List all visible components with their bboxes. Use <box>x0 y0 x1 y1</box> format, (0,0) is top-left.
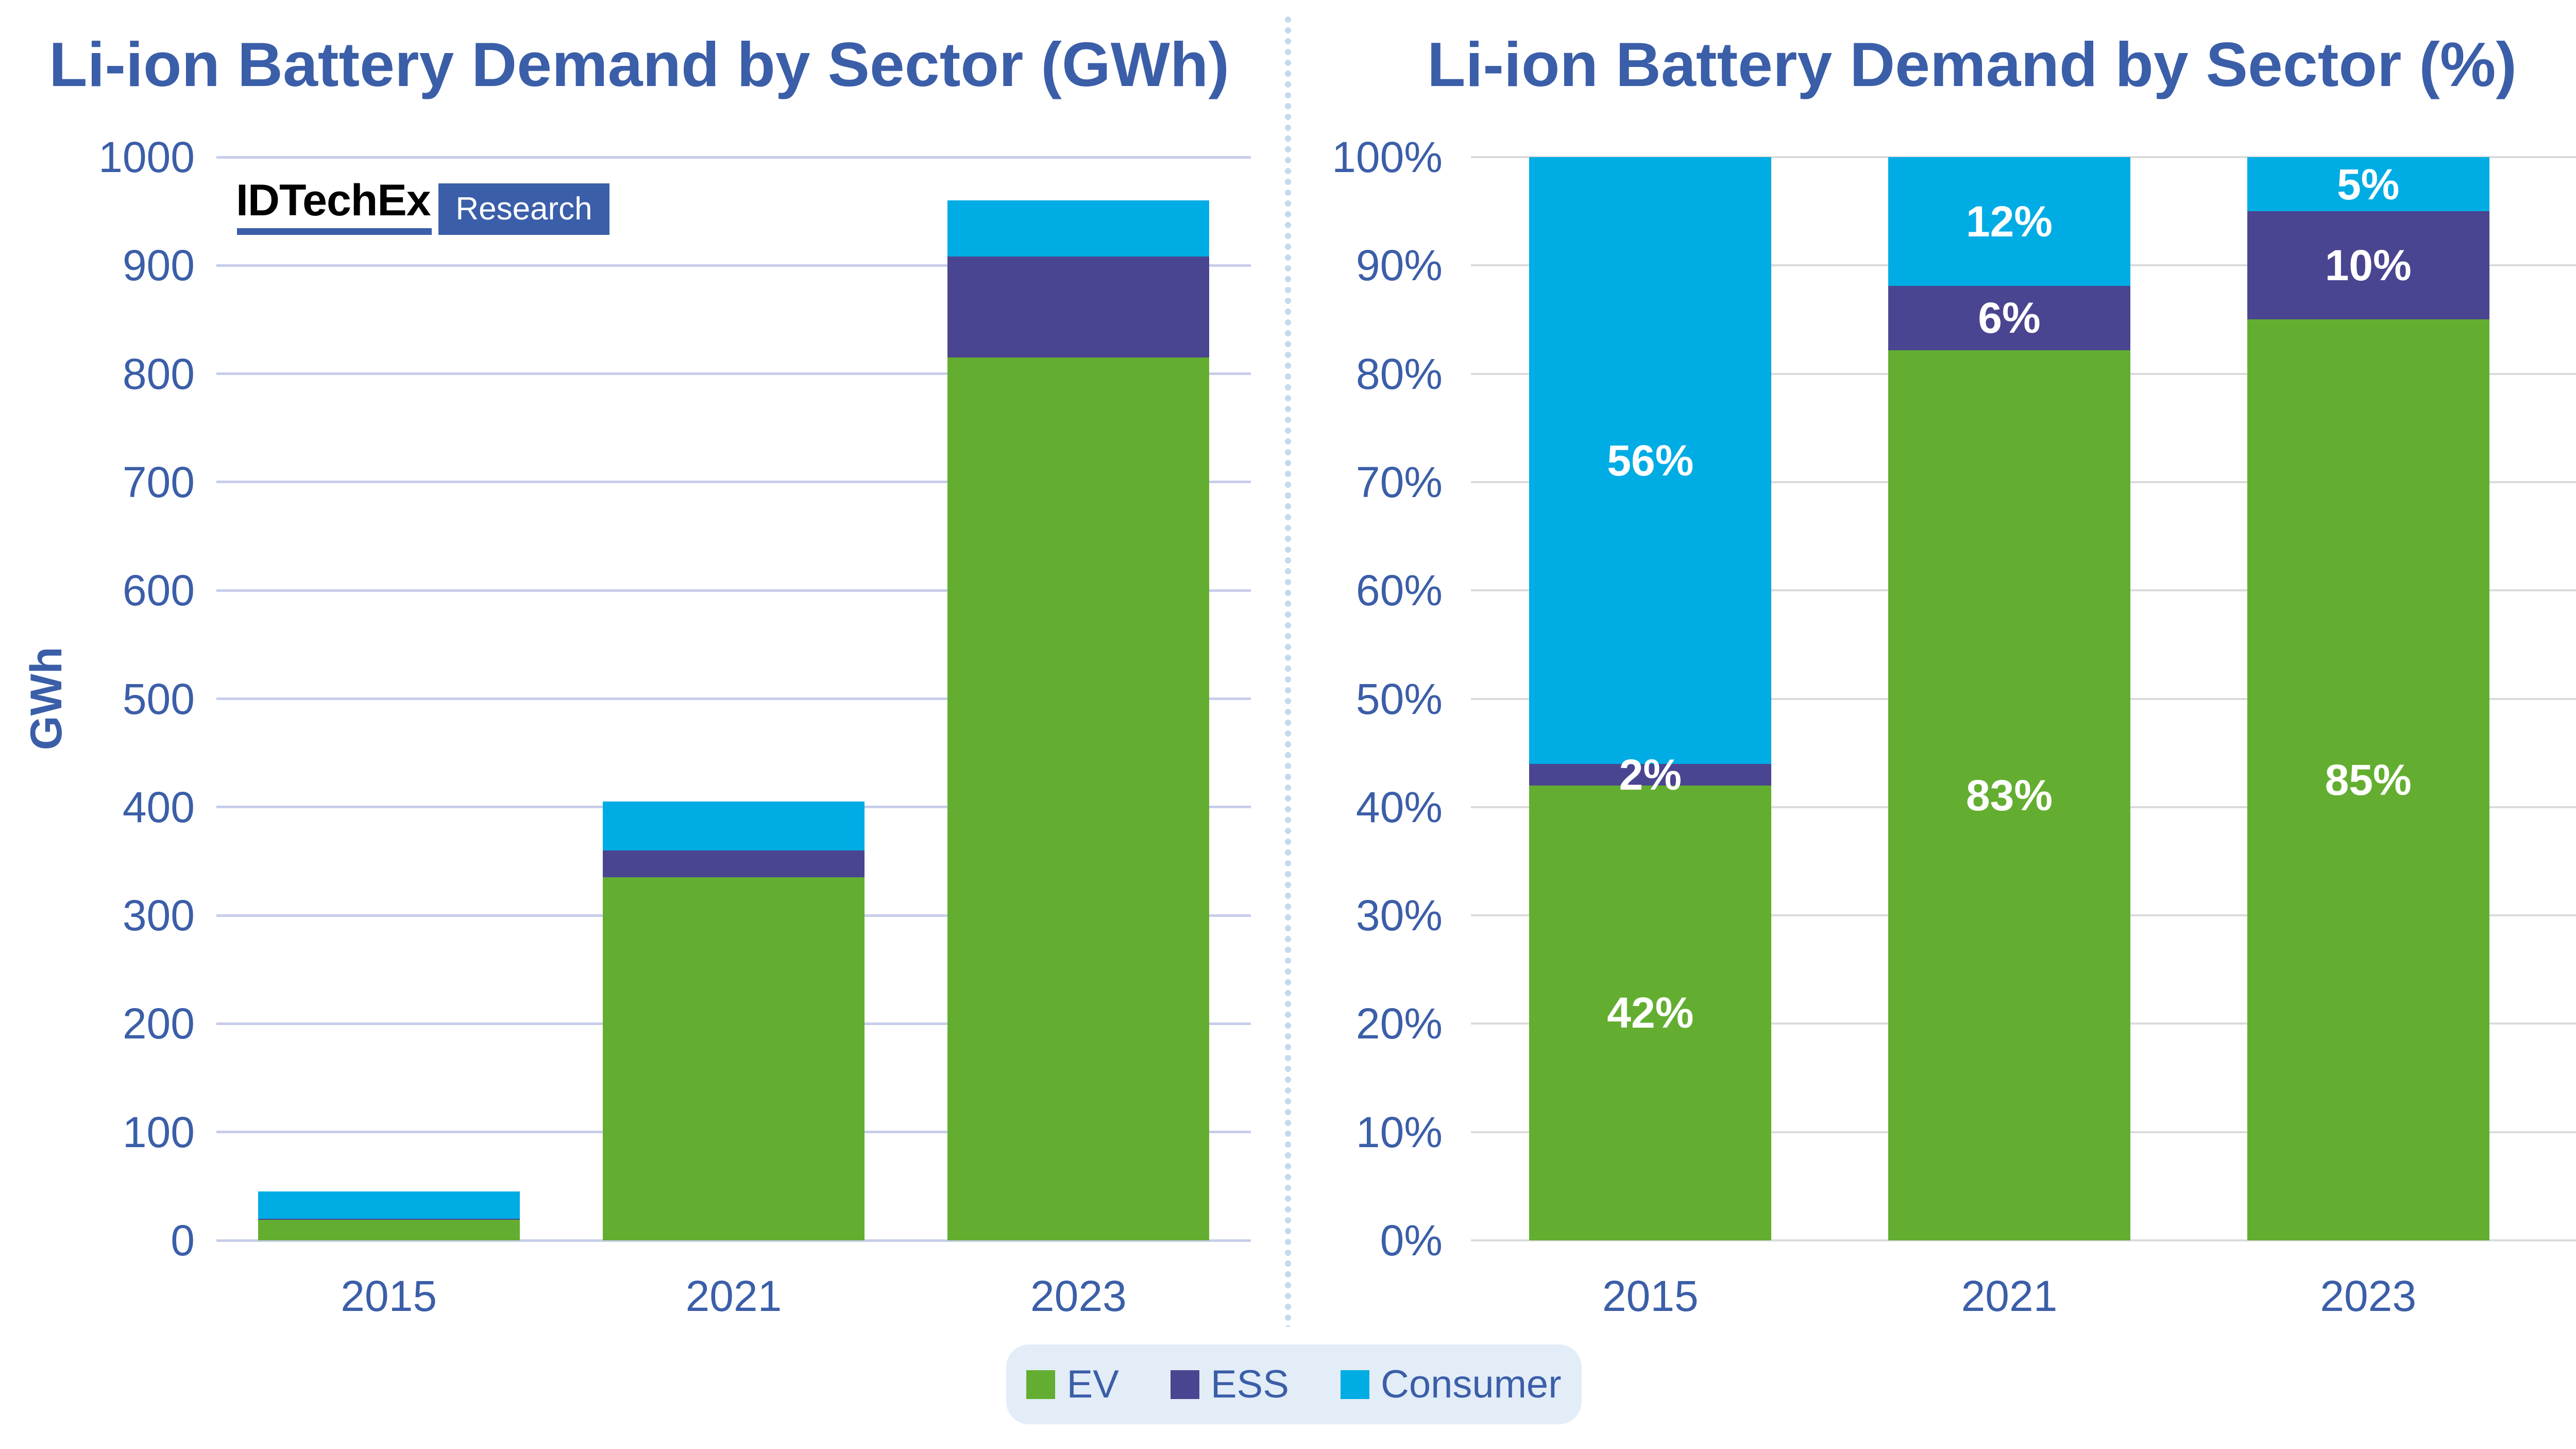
panel-divider-dotted-line <box>1284 14 1292 1327</box>
chart-legend: EV ESS Consumer <box>1006 1344 1582 1424</box>
gwh-gridline-1000 <box>216 156 1251 159</box>
pct-y-tick-label: 40% <box>1355 782 1443 831</box>
gwh-y-tick-label: 0 <box>171 1216 195 1265</box>
gwh-y-tick-label: 700 <box>122 457 195 506</box>
legend-item-ess: ESS <box>1170 1362 1289 1407</box>
gwh-bar-2021-segment-ev <box>603 877 865 1240</box>
gwh-y-tick-label: 1000 <box>98 133 195 181</box>
pct-bar-2015-segment-ess <box>1529 763 1772 786</box>
pct-segment-label-ess-2015: 2% <box>1619 750 1682 799</box>
gwh-bar-2021-segment-consumer <box>603 802 865 850</box>
pct-segment-label-ess-2021: 6% <box>1978 294 2041 343</box>
pct-x-tick-label-2021: 2021 <box>1961 1272 2058 1320</box>
idtechex-logo-brand-text: IDTechEx <box>236 176 431 225</box>
pct-bar-2021-segment-ev <box>1888 350 2130 1240</box>
gwh-y-tick-label: 800 <box>122 349 195 398</box>
pct-segment-label-consumer-2021: 12% <box>1965 197 2053 246</box>
gwh-y-tick-label: 500 <box>122 674 195 723</box>
gwh-y-tick-label: 900 <box>122 241 195 290</box>
gwh-bar-2015-segment-consumer <box>258 1191 520 1219</box>
gwh-bar-2015-segment-ev <box>258 1220 520 1240</box>
pct-y-tick-label: 10% <box>1355 1107 1443 1156</box>
pct-y-tick-label: 60% <box>1355 566 1443 615</box>
gwh-y-tick-label: 200 <box>122 999 195 1048</box>
legend-item-consumer: Consumer <box>1340 1362 1562 1407</box>
pct-y-tick-label: 0% <box>1380 1216 1443 1265</box>
idtechex-logo-underline <box>237 228 432 235</box>
gwh-y-tick-label: 400 <box>122 782 195 831</box>
gwh-y-tick-label: 100 <box>122 1107 195 1156</box>
gwh-gridline-700 <box>216 481 1251 484</box>
gwh-bar-2023-segment-consumer <box>947 200 1210 257</box>
pct-bar-2023-segment-ev <box>2247 319 2489 1240</box>
pct-y-tick-label: 80% <box>1355 349 1443 398</box>
pct-y-tick-label: 50% <box>1355 674 1443 723</box>
pct-bar-2023-segment-consumer <box>2247 157 2489 212</box>
gwh-gridline-900 <box>216 264 1251 267</box>
gwh-bar-2021-segment-ess <box>603 850 865 878</box>
pct-segment-label-ev-2015: 42% <box>1607 988 1694 1037</box>
pct-y-tick-label: 90% <box>1355 241 1443 290</box>
gwh-x-tick-label-2021: 2021 <box>685 1272 782 1320</box>
pct-y-tick-label: 20% <box>1355 999 1443 1048</box>
legend-swatch-ev-icon <box>1026 1370 1056 1399</box>
gwh-gridline-500 <box>216 697 1251 700</box>
pct-segment-label-ev-2023: 85% <box>2325 756 2412 805</box>
gwh-gridline-800 <box>216 372 1251 376</box>
legend-item-ev: EV <box>1026 1362 1119 1407</box>
pct-x-tick-label-2023: 2023 <box>2320 1272 2417 1320</box>
legend-swatch-ess-icon <box>1170 1370 1199 1399</box>
gwh-bar-2023-segment-ev <box>947 357 1210 1240</box>
idtechex-logo-research-badge: Research <box>438 183 609 235</box>
pct-segment-label-ess-2023: 10% <box>2325 241 2412 290</box>
left-chart-title: Li-ion Battery Demand by Sector (GWh) <box>49 29 1230 99</box>
pct-y-tick-label: 70% <box>1355 457 1443 506</box>
pct-segment-label-consumer-2023: 5% <box>2336 160 2400 209</box>
pct-bar-2015-segment-consumer <box>1529 157 1772 764</box>
gwh-gridline-600 <box>216 589 1251 592</box>
legend-label-consumer: Consumer <box>1380 1362 1562 1406</box>
gwh-x-tick-label-2023: 2023 <box>1030 1272 1127 1320</box>
pct-bar-2021-segment-ess <box>1888 285 2130 350</box>
pct-x-tick-label-2015: 2015 <box>1602 1272 1699 1320</box>
legend-label-ev: EV <box>1066 1362 1119 1406</box>
gwh-gridline-0 <box>216 1239 1251 1242</box>
pct-segment-label-ev-2021: 83% <box>1965 771 2053 820</box>
idtechex-logo: IDTechEx Research <box>236 175 612 237</box>
gwh-bar-2015-segment-ess <box>258 1218 520 1220</box>
gwh-x-tick-label-2015: 2015 <box>341 1272 437 1320</box>
pct-gridline-0% <box>1471 1239 2576 1241</box>
pct-bar-2015-segment-ev <box>1529 785 1772 1240</box>
legend-swatch-consumer-icon <box>1340 1370 1369 1399</box>
pct-y-tick-label: 30% <box>1355 891 1443 940</box>
gwh-y-tick-label: 300 <box>122 891 195 940</box>
right-chart-title: Li-ion Battery Demand by Sector (%) <box>1427 29 2517 99</box>
pct-y-tick-label: 100% <box>1332 133 1443 181</box>
gwh-bar-2023-segment-ess <box>947 257 1210 358</box>
pct-bar-2023-segment-ess <box>2247 211 2489 320</box>
legend-label-ess: ESS <box>1210 1362 1289 1406</box>
pct-segment-label-consumer-2015: 56% <box>1607 436 1694 485</box>
gwh-y-tick-label: 600 <box>122 566 195 615</box>
pct-bar-2021-segment-consumer <box>1888 157 2130 286</box>
